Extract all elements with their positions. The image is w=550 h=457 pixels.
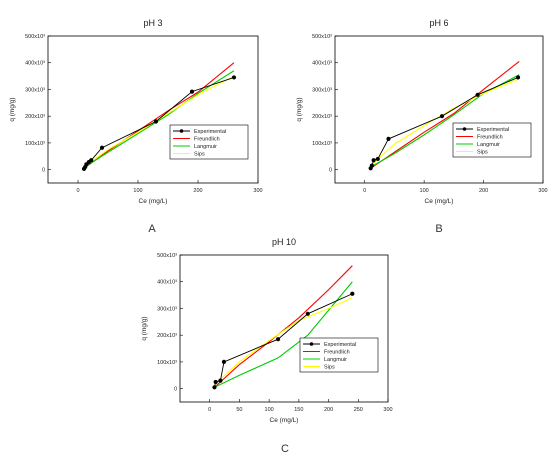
x-axis-label: Ce (mg/L) [270, 417, 299, 424]
data-point [99, 145, 105, 150]
x-axis-label: Ce (mg/L) [139, 198, 168, 205]
data-point [371, 158, 376, 163]
x-tick-label: 250 [354, 407, 363, 413]
data-point [475, 92, 480, 97]
data-point [386, 136, 391, 141]
panel-label-b: B [435, 223, 442, 235]
y-tick-label: 200x10³ [25, 114, 45, 120]
y-tick-label: 300x10³ [157, 306, 177, 312]
x-tick-label: 200 [193, 188, 202, 194]
y-tick-label: 100x10³ [25, 141, 45, 147]
data-point [369, 163, 374, 168]
y-tick-label: 0 [174, 387, 177, 393]
data-point [439, 114, 445, 119]
x-tick-label: 300 [538, 188, 547, 194]
x-tick-label: 0 [76, 188, 79, 194]
series-line-langmuir [83, 70, 235, 168]
series-line-freundlich [370, 60, 520, 169]
data-point [212, 385, 217, 390]
x-tick-label: 100 [420, 188, 429, 194]
data-point [350, 291, 355, 296]
legend-label: Experimental [477, 127, 509, 133]
legend-label: Experimental [324, 342, 356, 348]
x-tick-label: 150 [294, 407, 303, 413]
x-tick-label: 50 [236, 407, 242, 413]
data-point [189, 89, 195, 94]
y-tick-label: 300x10³ [312, 87, 332, 93]
chart-panel-ph3: pH 3 0 100 200 300 0 100x10³ 200x10³ 300x10³ 400x… [9, 18, 263, 205]
y-axis-label: q (mg/g) [9, 97, 16, 121]
legend-label: Langmuir [324, 357, 347, 363]
y-tick-label: 200x10³ [312, 114, 332, 120]
data-point [218, 378, 223, 383]
y-tick-label: 0 [329, 168, 332, 174]
y-tick-label: 0 [42, 168, 45, 174]
y-tick-label: 500x10³ [25, 34, 45, 40]
legend-label: Langmuir [477, 142, 500, 148]
panel-label-a: A [148, 223, 156, 235]
data-point [153, 119, 159, 124]
series-line-langmuir [214, 281, 353, 388]
x-tick-label: 100 [265, 407, 274, 413]
data-point [375, 156, 380, 162]
series-line-sips [214, 297, 353, 386]
legend-marker [179, 129, 184, 133]
legend-label: Sips [324, 365, 335, 371]
data-point [221, 359, 227, 365]
legend-marker [309, 342, 314, 346]
data-point [89, 158, 94, 163]
legend-marker [462, 127, 467, 131]
chart-title: pH 10 [272, 237, 296, 247]
x-tick-label: 200 [479, 188, 488, 194]
legend-label: Langmuir [194, 144, 217, 150]
data-point [231, 75, 237, 80]
x-tick-label: 0 [208, 407, 211, 413]
y-tick-label: 200x10³ [157, 333, 177, 339]
x-tick-label: 100 [133, 188, 142, 194]
legend-label: Sips [194, 152, 205, 158]
x-axis-label: Ce (mg/L) [425, 198, 454, 205]
y-tick-label: 100x10³ [157, 360, 177, 366]
data-point [305, 311, 310, 316]
x-tick-label: 0 [363, 188, 366, 194]
data-point [515, 75, 521, 80]
chart-panel-ph10: pH 10 0 50 100 150 200 250 300 0 100x10³ 200x10³ 30… [141, 237, 393, 424]
y-axis-label: q (mg/g) [141, 316, 148, 340]
plot-frame [47, 35, 259, 184]
y-tick-label: 500x10³ [312, 34, 332, 40]
series-line-freundlich [214, 265, 353, 388]
x-tick-label: 300 [253, 188, 262, 194]
y-tick-label: 100x10³ [312, 141, 332, 147]
x-tick-label: 300 [383, 407, 392, 413]
series-line-sips [370, 78, 520, 167]
chart-panel-ph6: pH 6 0 100 200 300 0 100x10³ 200x10³ 300x10³ 400x… [296, 18, 548, 205]
plot-frame [179, 254, 389, 403]
legend-label: Freundlich [194, 137, 220, 143]
y-tick-label: 300x10³ [25, 87, 45, 93]
plot-frame [334, 35, 544, 184]
panel-label-c: C [281, 443, 289, 455]
y-tick-label: 500x10³ [157, 253, 177, 259]
series-line-langmuir [370, 74, 520, 168]
chart-title: pH 3 [143, 18, 162, 28]
y-tick-label: 400x10³ [312, 61, 332, 67]
x-tick-label: 200 [324, 407, 333, 413]
y-tick-label: 400x10³ [25, 61, 45, 67]
legend-label: Freundlich [324, 350, 350, 356]
legend-label: Experimental [194, 129, 226, 135]
legend-label: Freundlich [477, 135, 503, 141]
chart-title: pH 6 [429, 18, 448, 28]
y-tick-label: 400x10³ [157, 280, 177, 286]
data-point [213, 379, 218, 385]
y-axis-label: q (mg/g) [296, 97, 303, 121]
data-point [275, 337, 281, 342]
legend-label: Sips [477, 150, 488, 156]
